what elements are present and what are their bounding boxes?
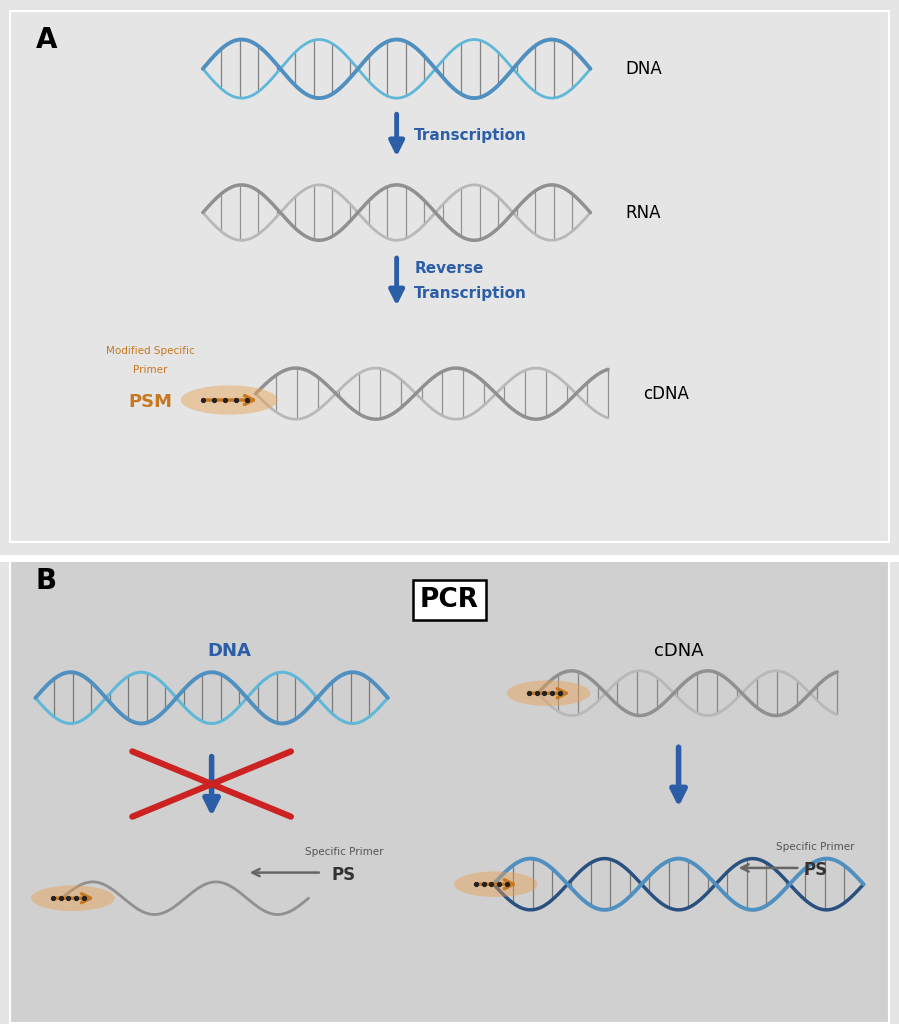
Text: cDNA: cDNA [644,385,690,402]
Ellipse shape [181,385,278,415]
FancyBboxPatch shape [9,10,890,543]
Text: DNA: DNA [626,59,663,78]
Text: PS: PS [332,866,356,884]
Text: Reverse: Reverse [414,261,484,276]
Text: A: A [35,27,57,54]
Text: Modified Specific: Modified Specific [105,346,194,356]
Text: B: B [35,567,57,595]
Ellipse shape [454,871,538,897]
Text: DNA: DNA [208,642,251,660]
Text: PCR: PCR [420,587,479,613]
Text: PSM: PSM [128,392,172,411]
Text: RNA: RNA [626,204,661,221]
Ellipse shape [507,680,591,706]
Text: Transcription: Transcription [414,286,527,301]
Text: Primer: Primer [133,365,167,375]
Text: Specific Primer: Specific Primer [776,842,854,852]
Text: Specific Primer: Specific Primer [305,847,383,857]
Text: PS: PS [803,861,827,880]
FancyBboxPatch shape [9,558,890,1024]
Ellipse shape [31,886,115,911]
Text: cDNA: cDNA [654,642,703,660]
Text: Transcription: Transcription [414,128,527,143]
